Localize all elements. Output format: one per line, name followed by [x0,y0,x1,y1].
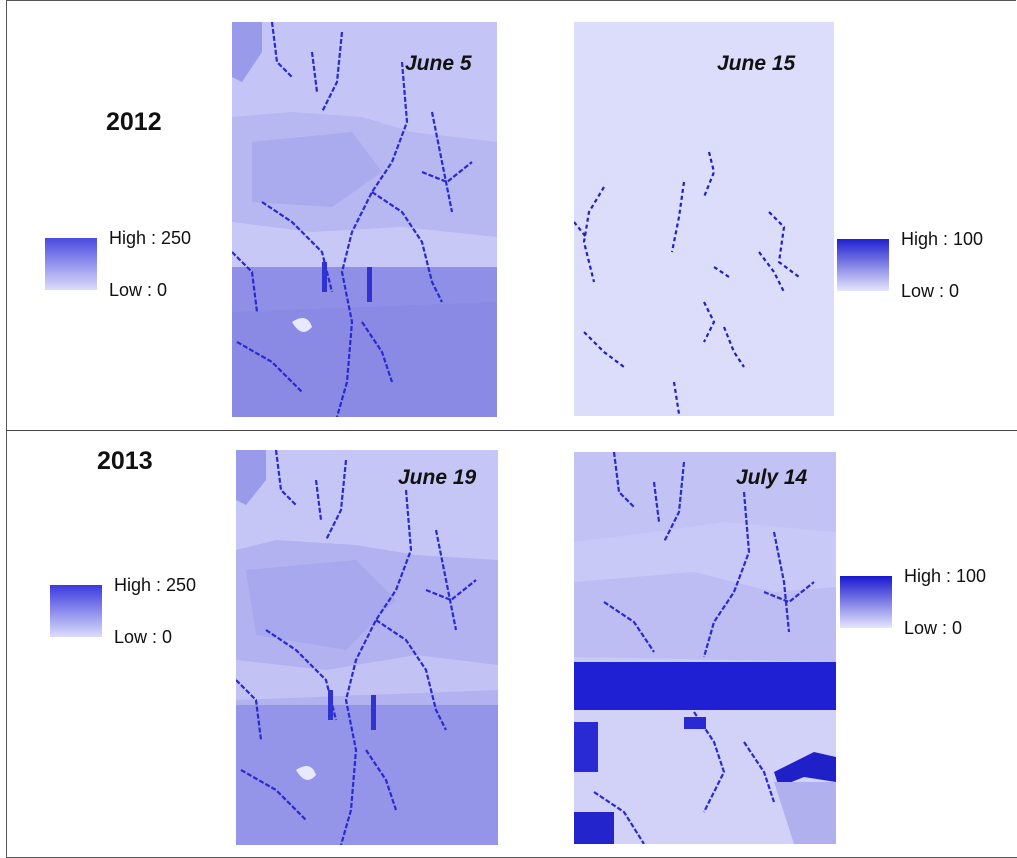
legend-low-label: Low : 0 [114,627,173,647]
legend-low-label: Low : 0 [904,618,963,638]
map-date-july-14: July 14 [736,466,808,489]
map-date-june-19: June 19 [398,466,477,489]
legend-high-label: High : 250 [114,575,197,595]
legend-2013-left: High : 250 Low : 0 [50,575,230,655]
legend-2013-right: High : 100 Low : 0 [840,566,1017,646]
map-date-june-5: June 5 [405,52,472,75]
legend-color-ramp [50,585,102,637]
legend-color-ramp [840,576,892,628]
legend-2012-right: High : 100 Low : 0 [837,229,1017,309]
year-label-2013: 2013 [97,447,153,475]
map-june-5 [232,22,497,417]
year-label-2012: 2012 [106,108,162,136]
map-june-19 [236,450,498,845]
legend-high-label: High : 100 [901,229,984,249]
map-june-15 [574,22,834,416]
map-july-14 [574,452,836,844]
legend-color-ramp [837,239,889,291]
panel-divider [6,430,1017,431]
legend-2012-left: High : 250 Low : 0 [45,228,225,308]
legend-color-ramp [45,238,97,290]
legend-high-label: High : 250 [109,228,192,248]
map-date-june-15: June 15 [717,52,796,75]
legend-low-label: Low : 0 [901,281,960,301]
legend-high-label: High : 100 [904,566,987,586]
panel-2012 [6,0,1016,430]
legend-low-label: Low : 0 [109,280,168,300]
